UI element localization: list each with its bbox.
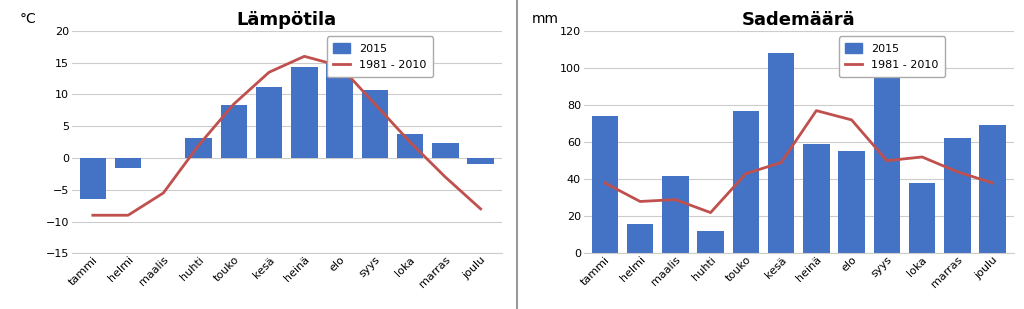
Bar xyxy=(909,183,935,253)
Legend: 2015, 1981 - 2010: 2015, 1981 - 2010 xyxy=(327,36,433,77)
Bar xyxy=(256,87,283,158)
Text: °C: °C xyxy=(20,12,37,27)
Title: Lämpötila: Lämpötila xyxy=(237,11,337,29)
Title: Sademäärä: Sademäärä xyxy=(742,11,855,29)
Bar xyxy=(768,53,795,253)
Bar xyxy=(397,134,423,158)
Bar xyxy=(627,224,653,253)
Bar xyxy=(291,67,317,158)
Bar xyxy=(873,74,900,253)
Legend: 2015, 1981 - 2010: 2015, 1981 - 2010 xyxy=(839,36,945,77)
Bar xyxy=(732,111,759,253)
Bar xyxy=(803,144,829,253)
Bar xyxy=(592,116,618,253)
Bar xyxy=(839,151,865,253)
Bar xyxy=(80,158,106,199)
Bar xyxy=(327,63,353,158)
Bar xyxy=(220,105,247,158)
Bar xyxy=(432,143,459,158)
Bar xyxy=(697,231,724,253)
Text: mm: mm xyxy=(532,12,559,27)
Bar xyxy=(979,125,1006,253)
Bar xyxy=(944,138,971,253)
Bar xyxy=(185,138,212,158)
Bar xyxy=(467,158,494,164)
Bar xyxy=(663,176,688,253)
Bar xyxy=(115,158,141,167)
Bar xyxy=(361,90,388,158)
